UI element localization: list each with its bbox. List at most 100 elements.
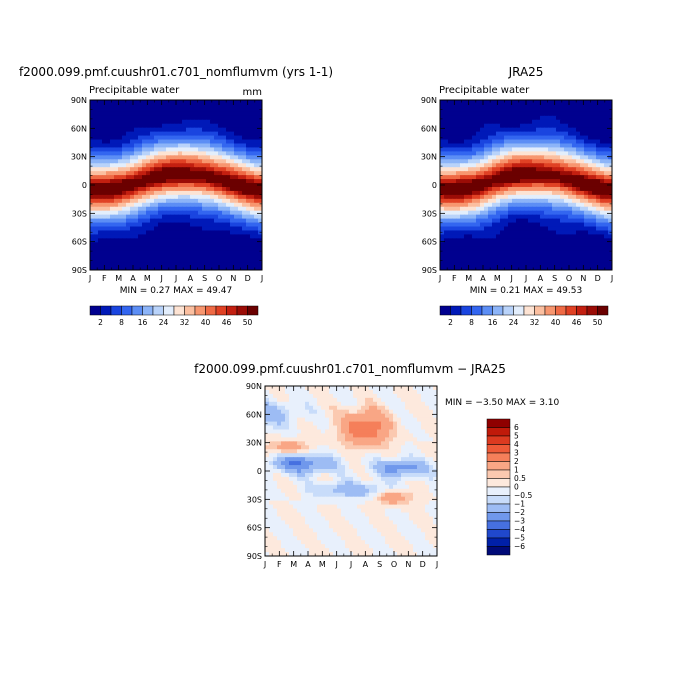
field-cell bbox=[242, 135, 247, 141]
field-cell bbox=[238, 135, 243, 141]
field-cell bbox=[568, 198, 573, 204]
field-cell bbox=[110, 262, 115, 267]
field-cell bbox=[357, 469, 362, 474]
field-cell bbox=[381, 397, 386, 403]
field-cell bbox=[524, 234, 529, 239]
field-cell bbox=[425, 401, 430, 407]
field-cell bbox=[440, 115, 445, 121]
field-cell bbox=[242, 100, 247, 105]
field-cell bbox=[532, 103, 537, 109]
field-cell bbox=[512, 123, 517, 129]
field-cell bbox=[146, 135, 151, 141]
field-cell bbox=[277, 465, 282, 470]
field-cell bbox=[444, 198, 449, 204]
field-cell bbox=[158, 246, 163, 251]
field-cell bbox=[417, 397, 422, 403]
field-cell bbox=[608, 198, 612, 204]
field-cell bbox=[488, 258, 493, 263]
field-cell bbox=[576, 163, 581, 168]
contour-field-difference bbox=[265, 386, 437, 556]
field-cell bbox=[134, 103, 139, 109]
field-cell bbox=[429, 437, 434, 442]
field-cell bbox=[258, 242, 262, 247]
field-cell bbox=[186, 163, 191, 168]
field-cell bbox=[468, 143, 473, 149]
field-cell bbox=[202, 254, 207, 259]
field-cell bbox=[325, 401, 330, 407]
field-cell bbox=[568, 151, 573, 156]
field-cell bbox=[222, 179, 227, 184]
field-cell bbox=[174, 143, 179, 149]
field-cell bbox=[544, 171, 549, 176]
field-cell bbox=[273, 409, 278, 415]
field-cell bbox=[464, 147, 469, 152]
field-cell bbox=[337, 445, 342, 450]
field-cell bbox=[393, 425, 398, 431]
field-cell bbox=[548, 147, 553, 152]
field-cell bbox=[186, 190, 191, 196]
field-cell bbox=[337, 476, 342, 482]
field-cell bbox=[373, 397, 378, 403]
field-cell bbox=[500, 206, 505, 212]
field-cell bbox=[504, 179, 509, 184]
field-cell bbox=[102, 198, 107, 204]
field-cell bbox=[468, 123, 473, 129]
field-cell bbox=[484, 151, 489, 156]
field-cell bbox=[421, 417, 426, 423]
field-cell bbox=[532, 175, 537, 180]
field-cell bbox=[353, 389, 358, 395]
field-cell bbox=[504, 234, 509, 239]
field-cell bbox=[488, 183, 493, 188]
field-cell bbox=[540, 206, 545, 212]
field-cell bbox=[460, 210, 465, 216]
field-cell bbox=[162, 266, 167, 270]
field-cell bbox=[532, 266, 537, 270]
field-cell bbox=[230, 254, 235, 259]
field-cell bbox=[118, 143, 123, 149]
field-cell bbox=[520, 186, 525, 192]
field-cell bbox=[500, 202, 505, 208]
field-cell bbox=[596, 103, 601, 109]
field-cell bbox=[492, 186, 497, 192]
field-cell bbox=[604, 131, 609, 137]
field-cell bbox=[500, 242, 505, 247]
field-cell bbox=[604, 143, 609, 149]
field-cell bbox=[301, 389, 306, 395]
field-cell bbox=[373, 445, 378, 450]
field-cell bbox=[102, 155, 107, 160]
field-cell bbox=[222, 163, 227, 168]
field-cell bbox=[130, 107, 135, 113]
field-cell bbox=[568, 171, 573, 176]
field-cell bbox=[512, 171, 517, 176]
x-tick-label: F bbox=[452, 274, 457, 283]
field-cell bbox=[198, 230, 203, 236]
field-cell bbox=[202, 218, 207, 224]
field-cell bbox=[94, 183, 99, 188]
field-cell bbox=[421, 433, 426, 438]
field-cell bbox=[572, 226, 577, 232]
field-cell bbox=[333, 425, 338, 431]
field-cell bbox=[512, 131, 517, 137]
field-cell bbox=[214, 222, 219, 228]
field-cell bbox=[460, 186, 465, 192]
field-cell bbox=[114, 119, 119, 125]
field-cell bbox=[134, 190, 139, 196]
field-cell bbox=[178, 119, 183, 125]
field-cell bbox=[246, 123, 251, 129]
field-cell bbox=[154, 230, 159, 236]
field-cell bbox=[150, 135, 155, 141]
field-cell bbox=[484, 186, 489, 192]
field-cell bbox=[210, 103, 215, 109]
field-cell bbox=[289, 465, 294, 470]
field-cell bbox=[564, 234, 569, 239]
field-cell bbox=[596, 100, 601, 105]
field-cell bbox=[234, 143, 239, 149]
field-cell bbox=[166, 234, 171, 239]
field-cell bbox=[146, 206, 151, 212]
field-cell bbox=[273, 465, 278, 470]
colorbar-swatch bbox=[555, 305, 567, 316]
field-cell bbox=[305, 386, 310, 391]
field-cell bbox=[544, 127, 549, 133]
field-cell bbox=[552, 163, 557, 168]
field-cell bbox=[258, 198, 262, 204]
